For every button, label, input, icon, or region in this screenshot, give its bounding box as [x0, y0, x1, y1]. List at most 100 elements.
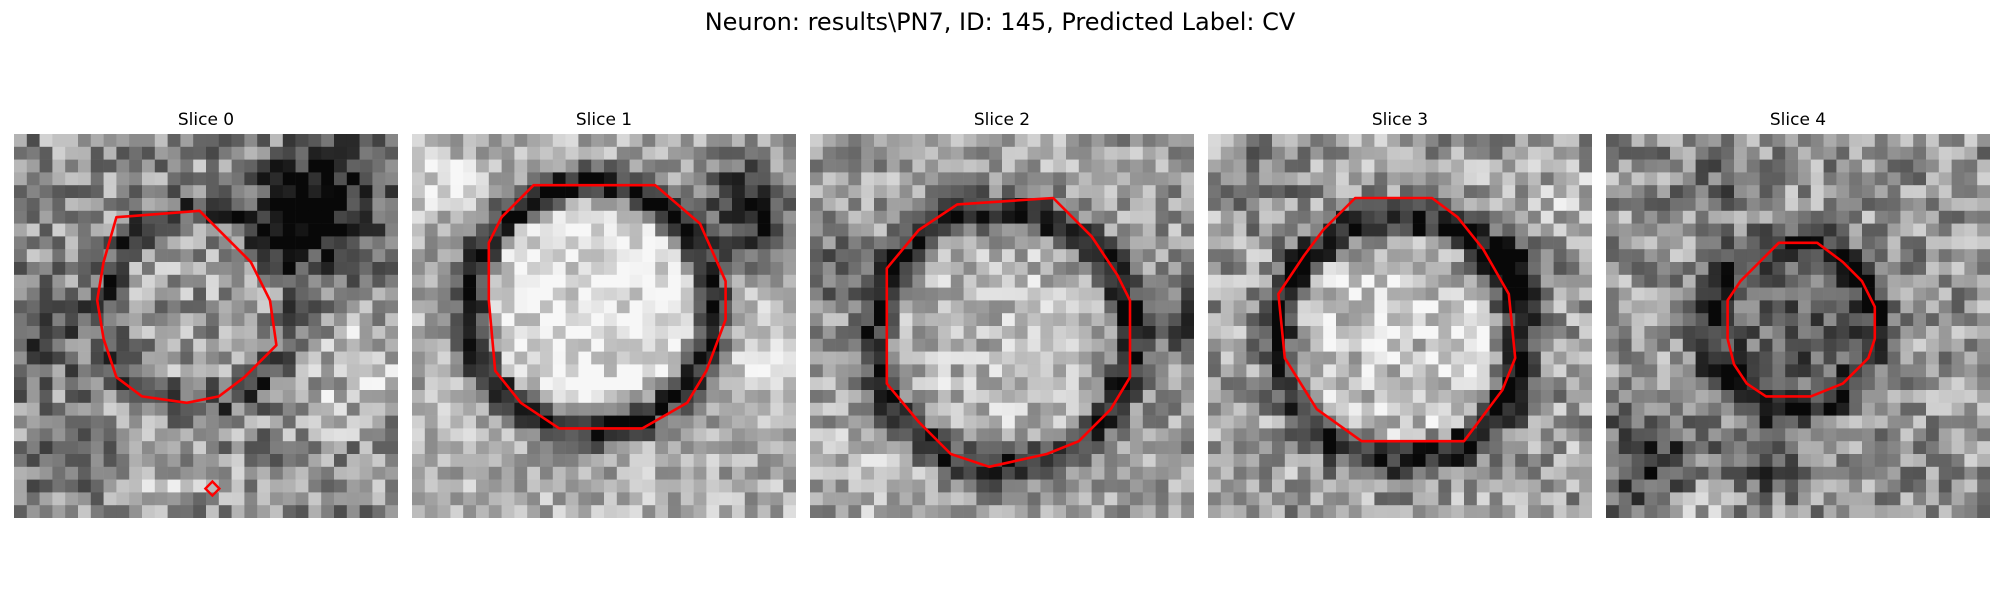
- pixel: [912, 492, 926, 506]
- pixel: [963, 338, 977, 352]
- pixel: [257, 364, 271, 378]
- pixel: [1540, 466, 1554, 480]
- pixel: [1130, 415, 1144, 429]
- pixel: [1336, 454, 1350, 468]
- pixel: [346, 326, 360, 340]
- pixel: [950, 236, 964, 250]
- pixel: [976, 223, 990, 237]
- pixel: [129, 454, 143, 468]
- pixel: [1823, 326, 1837, 340]
- pixel: [1117, 454, 1131, 468]
- pixel: [1002, 223, 1016, 237]
- pixel: [116, 402, 130, 416]
- pixel: [1772, 274, 1786, 288]
- pixel: [282, 300, 296, 314]
- pixel: [1272, 262, 1286, 276]
- pixel: [938, 402, 952, 416]
- pixel: [129, 338, 143, 352]
- pixel: [540, 441, 554, 455]
- pixel: [1798, 146, 1812, 160]
- pixel: [1272, 159, 1286, 173]
- pixel: [1938, 300, 1952, 314]
- pixel: [1464, 146, 1478, 160]
- pixel: [886, 415, 900, 429]
- pixel: [52, 441, 66, 455]
- pixel: [912, 313, 926, 327]
- pixel: [527, 364, 541, 378]
- pixel: [757, 428, 771, 442]
- pixel: [65, 210, 79, 224]
- pixel: [1502, 274, 1516, 288]
- pixel: [1721, 479, 1735, 493]
- pixel: [424, 390, 438, 404]
- pixel: [810, 198, 824, 212]
- pixel: [1002, 249, 1016, 263]
- pixel: [1476, 159, 1490, 173]
- pixel: [1964, 415, 1978, 429]
- pixel: [1759, 313, 1773, 327]
- pixel: [1425, 364, 1439, 378]
- pixel: [1977, 274, 1990, 288]
- pixel: [372, 326, 386, 340]
- pixel: [231, 428, 245, 442]
- pixel: [501, 210, 515, 224]
- pixel: [604, 210, 618, 224]
- pixel: [1489, 402, 1503, 416]
- pixel: [783, 351, 796, 365]
- pixel: [616, 223, 630, 237]
- pixel: [1104, 428, 1118, 442]
- pixel: [1528, 479, 1542, 493]
- pixel: [1078, 262, 1092, 276]
- pixel: [1451, 479, 1465, 493]
- pixel: [103, 441, 117, 455]
- pixel: [1836, 454, 1850, 468]
- pixel: [578, 390, 592, 404]
- pixel: [78, 402, 92, 416]
- pixel: [1142, 210, 1156, 224]
- pixel: [1104, 172, 1118, 186]
- pixel: [1489, 313, 1503, 327]
- pixel: [770, 287, 784, 301]
- pixel: [1425, 134, 1439, 148]
- pixel: [1644, 492, 1658, 506]
- pixel: [642, 198, 656, 212]
- pixel: [552, 402, 566, 416]
- pixel: [218, 415, 232, 429]
- pixel: [861, 249, 875, 263]
- pixel: [463, 134, 477, 148]
- pixel: [231, 351, 245, 365]
- pixel: [744, 377, 758, 391]
- pixel: [976, 351, 990, 365]
- pixel: [1220, 262, 1234, 276]
- pixel: [385, 338, 398, 352]
- pixel: [912, 210, 926, 224]
- pixel: [142, 415, 156, 429]
- pixel: [1117, 505, 1131, 518]
- pixel: [848, 466, 862, 480]
- pixel: [1913, 377, 1927, 391]
- pixel: [1181, 351, 1194, 365]
- pixel: [1657, 236, 1671, 250]
- pixel: [103, 198, 117, 212]
- pixel: [116, 134, 130, 148]
- pixel: [719, 172, 733, 186]
- pixel: [938, 338, 952, 352]
- pixel: [1862, 505, 1876, 518]
- pixel: [1208, 351, 1222, 365]
- pixel: [1002, 338, 1016, 352]
- pixel: [1168, 479, 1182, 493]
- pixel: [270, 287, 284, 301]
- pixel: [1002, 287, 1016, 301]
- pixel: [78, 351, 92, 365]
- pixel: [1053, 236, 1067, 250]
- pixel: [1053, 223, 1067, 237]
- pixel: [476, 185, 490, 199]
- pixel: [719, 390, 733, 404]
- pixel: [1785, 262, 1799, 276]
- pixel: [206, 262, 220, 276]
- pixel: [90, 390, 104, 404]
- pixel: [1938, 236, 1952, 250]
- pixel: [874, 402, 888, 416]
- pixel: [1374, 454, 1388, 468]
- pixel: [1155, 492, 1169, 506]
